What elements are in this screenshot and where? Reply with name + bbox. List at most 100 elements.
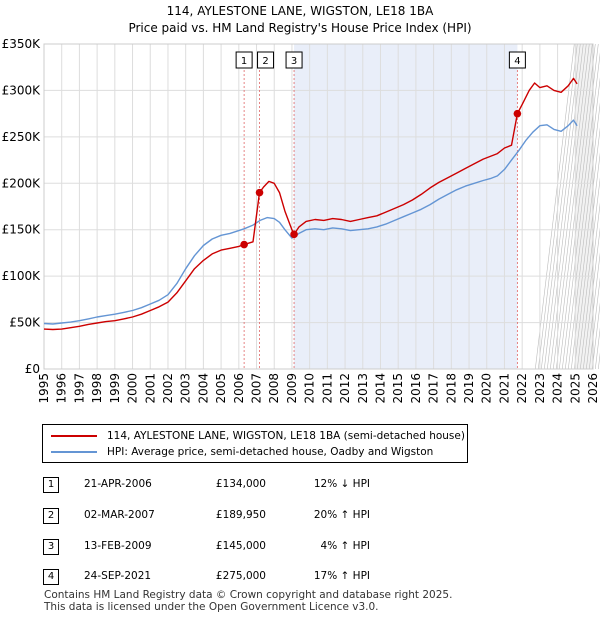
y-axis-ticks: £0 £50K £100K £150K £200K £250K £300K £350K	[2, 37, 42, 376]
transaction-hpi-diff: 4% ↑ HPI	[320, 540, 370, 552]
x-tick-label: 2009	[285, 373, 299, 404]
hatch-line	[594, 327, 600, 370]
y-tick-label: £100K	[2, 269, 42, 283]
hatch-background	[575, 44, 593, 369]
price-chart: 1 2 3 4 £0 £50K £100K £150K £200K £250K £300K £350…	[2, 37, 600, 404]
transaction-hpi-diff: 20% ↑ HPI	[313, 509, 370, 521]
x-tick-label: 2001	[143, 373, 157, 404]
hatch-line	[540, 43, 581, 370]
footer: Contains HM Land Registry data © Crown c…	[44, 589, 452, 613]
y-tick-label: £0	[25, 362, 40, 376]
hatch-line	[573, 152, 600, 370]
transaction-hpi-diff: 12% ↓ HPI	[313, 478, 370, 490]
footer-licence: This data is licensed under the Open Gov…	[44, 601, 379, 613]
x-tick-label: 1999	[108, 373, 122, 404]
sale-number-label: 3	[291, 56, 297, 67]
x-tick-label: 2020	[480, 373, 494, 404]
chart-subtitle: Price paid vs. HM Land Registry's House …	[128, 21, 472, 35]
shaded-period	[294, 44, 518, 369]
sale-number-box	[235, 51, 253, 69]
sale-number-label: 1	[241, 56, 247, 67]
x-tick-label: 2004	[196, 373, 210, 404]
sale-point	[240, 240, 248, 249]
x-tick-label: 1996	[55, 373, 69, 404]
x-tick-label: 2002	[161, 373, 175, 404]
y-tick-label: £200K	[2, 176, 42, 190]
sale-point	[255, 188, 264, 197]
x-tick-label: 2011	[320, 373, 334, 404]
y-tick-label: £250K	[2, 130, 42, 144]
transaction-number: 2	[43, 508, 59, 524]
sale-number-box	[285, 51, 303, 69]
sale-points	[240, 109, 522, 249]
x-tick-label: 2021	[497, 373, 511, 404]
x-tick-label: 2015	[391, 373, 405, 404]
x-tick-label: 1995	[37, 373, 51, 404]
x-tick-label: 2000	[126, 373, 140, 404]
x-tick-label: 2008	[267, 373, 281, 404]
legend-swatch-property	[51, 435, 97, 437]
x-axis-ticks: 1995 1996 1997 1998 1999 2000 2001 2002 2003 2004…	[37, 373, 600, 404]
sale-number-label: 4	[514, 56, 520, 67]
sale-number-box	[508, 51, 526, 69]
transaction-row: 2 02-MAR-2007 £189,950 20% ↑ HPI	[0, 508, 600, 528]
shaded-region	[294, 44, 518, 369]
legend-swatch-hpi	[51, 451, 97, 453]
sale-number-box	[257, 51, 275, 69]
property-price-line	[43, 77, 578, 331]
transaction-price: £145,000	[215, 540, 266, 552]
sale-marker-lines	[243, 70, 518, 369]
legend-item-hpi: HPI: Average price, semi-detached house,…	[51, 444, 433, 460]
sale-point	[290, 230, 298, 239]
transaction-hpi-diff: 17% ↑ HPI	[313, 570, 370, 582]
x-tick-label: 2024	[551, 373, 565, 404]
footer-copyright: Contains HM Land Registry data © Crown c…	[44, 589, 453, 601]
x-tick-label: 2025	[568, 373, 582, 404]
transaction-date: 02-MAR-2007	[84, 509, 155, 521]
plot-frame	[43, 43, 594, 370]
x-tick-label: 2012	[338, 373, 352, 404]
sale-point	[513, 109, 522, 118]
transaction-date: 24-SEP-2021	[84, 570, 152, 582]
transaction-price: £134,000	[215, 478, 266, 490]
x-tick-label: 2013	[356, 373, 370, 404]
y-tick-label: £300K	[2, 83, 42, 97]
hatch-line	[549, 43, 590, 370]
transaction-number: 4	[43, 569, 59, 585]
transaction-date: 13-FEB-2009	[84, 540, 152, 552]
hatch-line	[570, 127, 600, 370]
transaction-row: 4 24-SEP-2021 £275,000 17% ↑ HPI	[0, 569, 600, 589]
y-tick-label: £350K	[2, 37, 42, 51]
x-tick-label: 2014	[373, 373, 387, 404]
legend-label-hpi: HPI: Average price, semi-detached house,…	[107, 446, 434, 458]
transaction-price: £275,000	[215, 570, 266, 582]
x-tick-label: 2016	[409, 373, 423, 404]
legend-item-property: 114, AYLESTONE LANE, WIGSTON, LE18 1BA (…	[51, 428, 465, 444]
x-tick-label: 2023	[533, 373, 547, 404]
hpi-line	[43, 119, 578, 325]
hatch-line	[561, 52, 600, 370]
hatch-line	[558, 43, 599, 370]
transaction-date: 21-APR-2006	[84, 478, 152, 490]
hatch-line	[591, 302, 600, 370]
transaction-price: £189,950	[215, 509, 266, 521]
future-hatch	[534, 43, 600, 370]
chart-title: 114, AYLESTONE LANE, WIGSTON, LE18 1BA	[166, 4, 434, 18]
x-tick-label: 2018	[444, 373, 458, 404]
sale-number-boxes: 1 2 3 4	[235, 51, 526, 69]
y-tick-label: £50K	[9, 316, 41, 330]
hatch-line	[534, 43, 575, 370]
x-tick-label: 2003	[179, 373, 193, 404]
legend-label-property: 114, AYLESTONE LANE, WIGSTON, LE18 1BA (…	[107, 430, 465, 442]
hatch-line	[576, 177, 600, 370]
hatch-line	[543, 43, 584, 370]
x-tick-label: 2017	[427, 373, 441, 404]
hatch-line	[564, 77, 600, 370]
x-tick-label: 2010	[303, 373, 317, 404]
x-tick-label: 2005	[214, 373, 228, 404]
x-tick-label: 2026	[586, 373, 600, 404]
x-tick-label: 2019	[462, 373, 476, 404]
sale-number-label: 2	[262, 56, 268, 67]
transaction-number: 3	[43, 539, 59, 555]
x-tick-label: 2022	[515, 373, 529, 404]
